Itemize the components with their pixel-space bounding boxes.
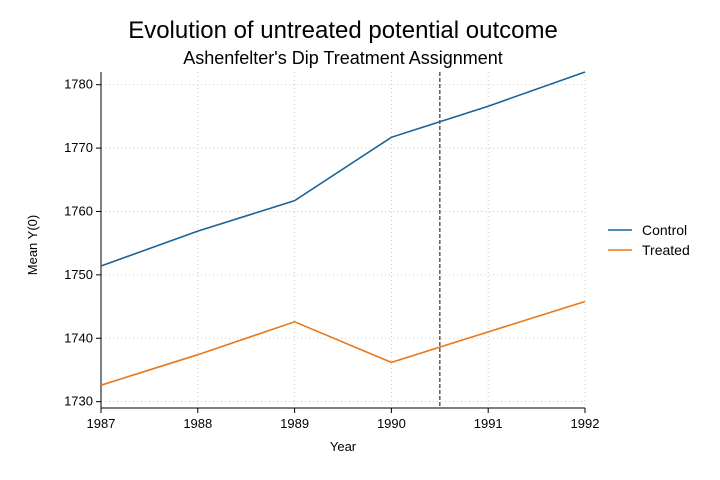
series-line-control <box>100 71 586 267</box>
x-tick-label: 1987 <box>87 416 116 431</box>
y-tick-label: 1750 <box>64 267 93 282</box>
x-tick-label: 1988 <box>183 416 212 431</box>
axes <box>96 72 586 413</box>
x-axis-label: Year <box>330 439 357 454</box>
y-tick-label: 1730 <box>64 394 93 409</box>
x-tick-label: 1990 <box>377 416 406 431</box>
chart-title: Evolution of untreated potential outcome <box>128 17 558 44</box>
chart-subtitle: Ashenfelter's Dip Treatment Assignment <box>183 48 503 68</box>
legend: Control Treated <box>608 222 690 258</box>
y-tick-label: 1740 <box>64 330 93 345</box>
legend-label-control: Control <box>642 222 687 238</box>
y-tick-label: 1780 <box>64 77 93 92</box>
tick-labels: 1730 1740 1750 1760 1770 1780 1987 1988 1989 1990… <box>64 77 599 431</box>
y-tick-label: 1760 <box>64 203 93 218</box>
y-tick-label: 1770 <box>64 140 93 155</box>
series-line-treated <box>100 300 586 386</box>
y-axis-label: Mean Y(0) <box>25 215 40 275</box>
legend-label-treated: Treated <box>642 242 690 258</box>
x-tick-label: 1992 <box>571 416 600 431</box>
x-tick-label: 1991 <box>474 416 503 431</box>
x-tick-label: 1989 <box>280 416 309 431</box>
series-lines <box>100 71 586 408</box>
